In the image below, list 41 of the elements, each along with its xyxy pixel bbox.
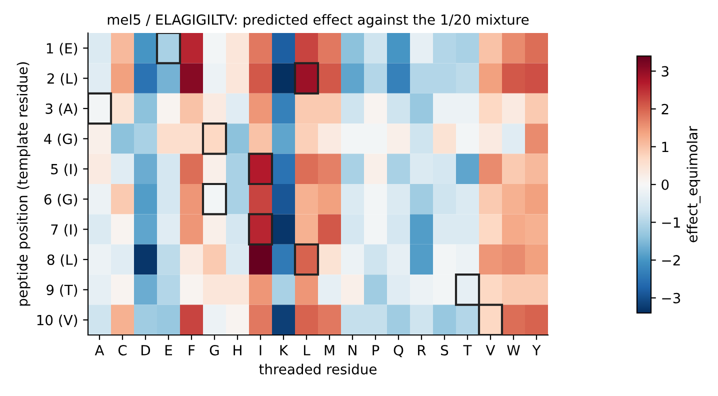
- y-tick-label: 10 (V): [37, 314, 78, 328]
- x-tick-label: Q: [394, 344, 404, 358]
- x-axis-title: threaded residue: [259, 364, 377, 374]
- color-bar-label: 0: [662, 179, 669, 190]
- y-tick-label: 3 (A): [46, 103, 78, 116]
- x-tick-label: P: [372, 345, 380, 356]
- y-tick-label: 6 (G): [44, 194, 78, 206]
- x-tick-label: H: [234, 345, 242, 356]
- x-tick-label: G: [210, 344, 219, 356]
- y-tick-label: 4 (G): [44, 133, 78, 146]
- color-bar-label: −1: [662, 217, 680, 228]
- x-tick-label: V: [486, 345, 496, 356]
- x-tick-label: C: [118, 344, 127, 356]
- color-bar-label: −3: [662, 292, 680, 304]
- x-tick-label: D: [142, 345, 150, 356]
- y-tick-label: 8 (L): [47, 254, 78, 267]
- x-tick-label: T: [463, 345, 472, 356]
- x-tick-label: N: [348, 345, 356, 356]
- y-tick-label: 9 (T): [46, 284, 78, 297]
- color-bar-title: effect_equimolar: [686, 126, 701, 242]
- x-tick-label: S: [441, 344, 448, 356]
- x-tick-label: E: [165, 345, 172, 356]
- y-tick-label: 2 (L): [47, 73, 78, 86]
- color-bar-label: −2: [662, 255, 680, 266]
- x-tick-label: Y: [532, 345, 541, 356]
- y-tick-label: 1 (E): [46, 42, 78, 56]
- y-tick-label: 5 (I): [51, 164, 78, 176]
- y-tick-label: 7 (I): [51, 224, 78, 236]
- x-tick-label: M: [324, 345, 334, 356]
- color-bar-label: 3: [662, 66, 668, 77]
- x-tick-label: L: [304, 345, 310, 356]
- x-tick-label: A: [94, 345, 104, 356]
- y-axis-title: peptide position (template residue): [16, 62, 30, 306]
- x-tick-label: I: [260, 345, 262, 356]
- x-tick-label: K: [280, 345, 288, 356]
- x-tick-label: W: [507, 345, 520, 356]
- chart-title: mel5 / ELAGIGILTV: predicted effect against the 1/20 mixture: [108, 14, 529, 28]
- x-tick-label: R: [418, 345, 426, 356]
- color-bar-label: 2: [662, 104, 668, 114]
- color-bar-label: 1: [662, 142, 668, 152]
- x-tick-label: F: [188, 345, 195, 356]
